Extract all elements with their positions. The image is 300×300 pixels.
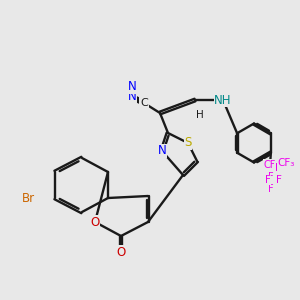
Text: Br: Br — [21, 191, 34, 205]
Text: C: C — [140, 98, 148, 108]
Text: S: S — [184, 136, 192, 149]
Text: O: O — [116, 245, 126, 259]
Text: CF: CF — [264, 160, 276, 170]
Text: F: F — [265, 175, 271, 185]
Text: H: H — [196, 110, 204, 120]
Text: CF₃: CF₃ — [277, 158, 295, 168]
Text: O: O — [90, 215, 100, 229]
Text: F: F — [274, 163, 280, 173]
Text: NH: NH — [214, 94, 232, 106]
Text: N: N — [158, 145, 166, 158]
Text: N: N — [128, 91, 136, 103]
Text: F: F — [276, 175, 281, 185]
Text: F
F: F F — [268, 172, 274, 194]
Text: N: N — [128, 80, 136, 94]
